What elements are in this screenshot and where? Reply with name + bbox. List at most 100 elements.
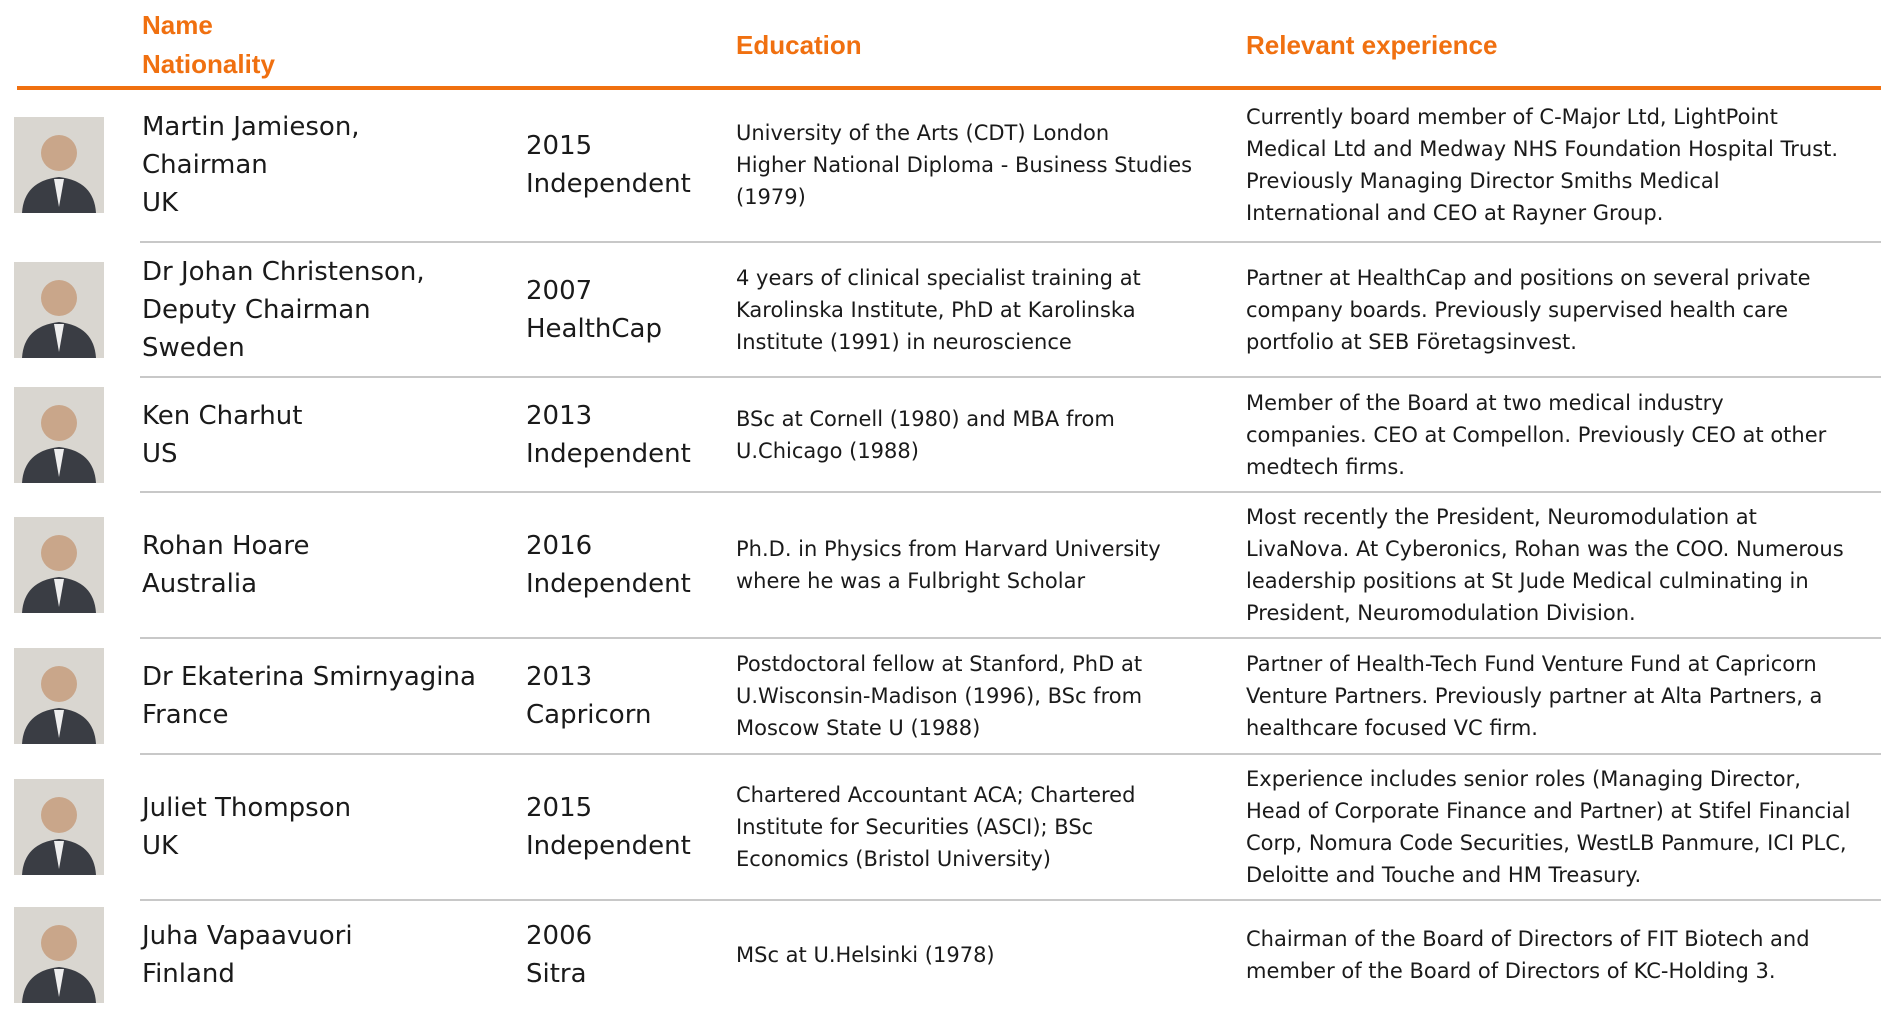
name-line: Chairman bbox=[142, 150, 268, 180]
education-cell: MSc at U.Helsinki (1978) bbox=[736, 900, 995, 1009]
board-row: Juliet Thompson UK 2015 Independent Chartere… bbox=[0, 754, 1881, 900]
board-row: Ken Charhut US 2013 Independent BSc at Corne… bbox=[0, 377, 1881, 492]
experience-cell: Partner of Health-Tech Fund Venture Fund… bbox=[1246, 638, 1822, 754]
row-separator bbox=[140, 753, 1881, 755]
experience-line: Partner of Health-Tech Fund Venture Fund… bbox=[1246, 652, 1817, 676]
education-cell: 4 years of clinical specialist training … bbox=[736, 242, 1141, 377]
year: 2007 bbox=[526, 275, 593, 306]
affiliation: Independent bbox=[526, 831, 691, 861]
education-line: where he was a Fulbright Scholar bbox=[736, 569, 1086, 593]
portrait bbox=[14, 779, 104, 875]
education-line: MSc at U.Helsinki (1978) bbox=[736, 942, 995, 967]
portrait bbox=[14, 261, 104, 358]
education-line: Institute (1991) in neuroscience bbox=[736, 329, 1072, 354]
year-cell: 2013 Capricorn bbox=[526, 638, 651, 754]
experience-line: company boards. Previously supervised he… bbox=[1246, 297, 1789, 322]
name-line: UK bbox=[142, 831, 179, 861]
name-line: Juha Vapaavuori bbox=[142, 920, 353, 951]
row-separator bbox=[140, 899, 1881, 901]
name-cell: Dr Ekaterina Smirnyagina France bbox=[142, 638, 476, 754]
year: 2015 bbox=[526, 131, 593, 161]
affiliation: Independent bbox=[526, 169, 691, 199]
education-line: Karolinska Institute, PhD at Karolinska bbox=[736, 297, 1136, 322]
experience-line: LivaNova. At Cyberonics, Rohan was the C… bbox=[1246, 537, 1844, 561]
name-line: Dr Johan Christenson, bbox=[142, 256, 425, 287]
year-cell: 2006 Sitra bbox=[526, 900, 592, 1009]
row-separator bbox=[140, 491, 1881, 493]
experience-line: Partner at HealthCap and positions on se… bbox=[1246, 265, 1811, 290]
board-row: Rohan Hoare Australia 2016 Independent Ph.D.… bbox=[0, 492, 1881, 638]
affiliation: Independent bbox=[526, 438, 691, 469]
experience-line: member of the Board of Directors of KC-H… bbox=[1246, 958, 1776, 983]
year-cell: 2007 HealthCap bbox=[526, 242, 662, 377]
education-cell: Postdoctoral fellow at Stanford, PhD at U… bbox=[736, 638, 1142, 754]
experience-cell: Experience includes senior roles (Managi… bbox=[1246, 754, 1851, 900]
header-nationality: Nationality bbox=[142, 49, 275, 79]
education-line: Moscow State U (1988) bbox=[736, 716, 981, 740]
year-cell: 2013 Independent bbox=[526, 377, 691, 492]
experience-line: President, Neuromodulation Division. bbox=[1246, 601, 1636, 625]
name-line: France bbox=[142, 700, 229, 730]
name-line: Sweden bbox=[142, 332, 245, 363]
experience-line: Deloitte and Touche and HM Treasury. bbox=[1246, 863, 1642, 887]
year-cell: 2015 Independent bbox=[526, 88, 691, 242]
experience-line: Member of the Board at two medical indus… bbox=[1246, 390, 1724, 415]
experience-line: Currently board member of C-Major Ltd, L… bbox=[1246, 105, 1778, 129]
year: 2016 bbox=[526, 531, 593, 561]
row-separator bbox=[140, 637, 1881, 639]
header-experience: Relevant experience bbox=[1246, 30, 1498, 60]
experience-line: leadership positions at St Jude Medical … bbox=[1246, 569, 1809, 593]
experience-line: Corp, Nomura Code Securities, WestLB Pan… bbox=[1246, 831, 1847, 855]
experience-line: International and CEO at Rayner Group. bbox=[1246, 201, 1664, 225]
experience-cell: Most recently the President, Neuromodula… bbox=[1246, 492, 1844, 638]
name-cell: Rohan Hoare Australia bbox=[142, 492, 309, 638]
education-cell: Ph.D. in Physics from Harvard University… bbox=[736, 492, 1161, 638]
portrait bbox=[14, 648, 104, 744]
year-cell: 2015 Independent bbox=[526, 754, 691, 900]
education-line: University of the Arts (CDT) London bbox=[736, 121, 1110, 145]
portrait bbox=[14, 906, 104, 1003]
education-line: 4 years of clinical specialist training … bbox=[736, 265, 1141, 290]
board-row: Dr Johan Christenson, Deputy Chairman Swed… bbox=[0, 242, 1881, 377]
name-line: Australia bbox=[142, 569, 258, 599]
name-cell: Dr Johan Christenson, Deputy Chairman Swed… bbox=[142, 242, 425, 377]
name-cell: Ken Charhut US bbox=[142, 377, 302, 492]
education-cell: BSc at Cornell (1980) and MBA from U.Chic… bbox=[736, 377, 1115, 492]
education-line: BSc at Cornell (1980) and MBA from bbox=[736, 406, 1115, 431]
portrait bbox=[14, 117, 104, 213]
name-line: Rohan Hoare bbox=[142, 531, 310, 561]
header-rule bbox=[17, 86, 1881, 90]
name-line: Deputy Chairman bbox=[142, 294, 371, 325]
board-row: Juha Vapaavuori Finland 2006 Sitra MSc at U.… bbox=[0, 900, 1881, 1009]
row-separator bbox=[140, 241, 1881, 243]
experience-line: Most recently the President, Neuromodula… bbox=[1246, 505, 1757, 529]
experience-line: healthcare focused VC firm. bbox=[1246, 716, 1538, 740]
header-education: Education bbox=[736, 30, 862, 60]
row-separator bbox=[140, 376, 1881, 378]
education-line: Economics (Bristol University) bbox=[736, 847, 1051, 871]
affiliation: Independent bbox=[526, 569, 691, 599]
education-line: U.Wisconsin-Madison (1996), BSc from bbox=[736, 684, 1143, 708]
experience-line: Head of Corporate Finance and Partner) a… bbox=[1246, 799, 1851, 823]
board-row: Martin Jamieson, Chairman UK 2015 Independen… bbox=[0, 88, 1881, 242]
education-line: Higher National Diploma - Business Studi… bbox=[736, 153, 1193, 177]
experience-line: Previously Managing Director Smiths Medi… bbox=[1246, 169, 1720, 193]
name-line: Finland bbox=[142, 958, 235, 989]
experience-line: portfolio at SEB Företagsinvest. bbox=[1246, 329, 1577, 354]
affiliation: HealthCap bbox=[526, 313, 662, 344]
education-line: U.Chicago (1988) bbox=[736, 438, 919, 463]
year-cell: 2016 Independent bbox=[526, 492, 691, 638]
name-line: Dr Ekaterina Smirnyagina bbox=[142, 662, 476, 692]
experience-line: Chairman of the Board of Directors of FI… bbox=[1246, 926, 1810, 951]
name-cell: Martin Jamieson, Chairman UK bbox=[142, 88, 360, 242]
education-cell: Chartered Accountant ACA; Chartered Insti… bbox=[736, 754, 1135, 900]
experience-line: Experience includes senior roles (Managi… bbox=[1246, 767, 1801, 791]
name-cell: Juliet Thompson UK bbox=[142, 754, 351, 900]
experience-cell: Member of the Board at two medical indus… bbox=[1246, 377, 1826, 492]
name-cell: Juha Vapaavuori Finland bbox=[142, 900, 353, 1009]
board-row: Dr Ekaterina Smirnyagina France 2013 Capric… bbox=[0, 638, 1881, 754]
affiliation: Capricorn bbox=[526, 700, 652, 730]
affiliation: Sitra bbox=[526, 958, 587, 989]
education-line: (1979) bbox=[736, 185, 806, 209]
